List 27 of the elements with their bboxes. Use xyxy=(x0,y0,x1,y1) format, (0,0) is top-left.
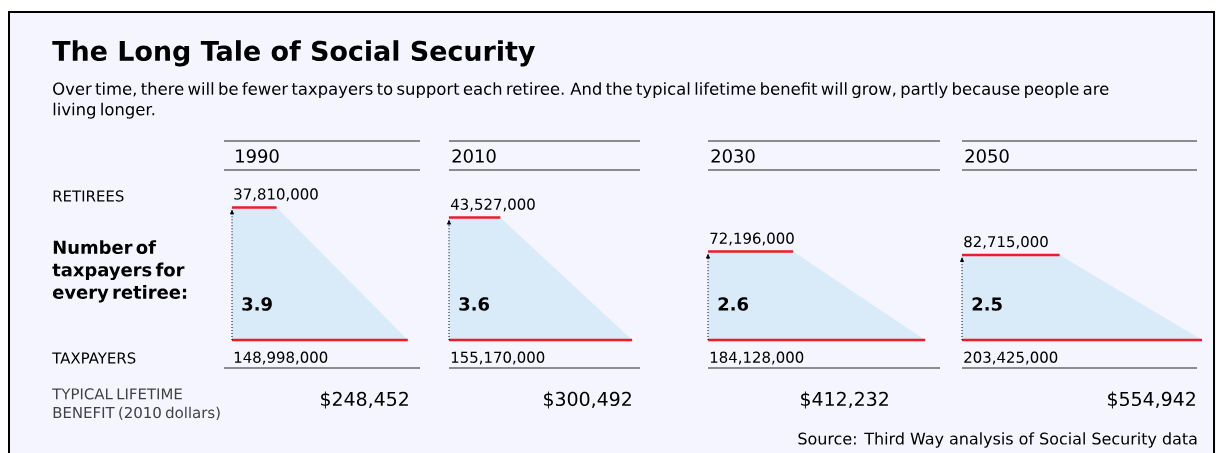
text: TAXPAYERS xyxy=(52,352,136,364)
category-label: 2010 xyxy=(452,149,496,163)
category-label: 2050 xyxy=(965,149,1009,163)
data-label: $248,452 xyxy=(321,391,408,409)
data-label: 2.6 xyxy=(718,297,749,311)
data-label: 37,810,000 xyxy=(234,188,318,202)
data-label: 43,527,000 xyxy=(450,198,535,212)
category-label: 1990 xyxy=(236,149,279,163)
text: Over time, there will be fewer taxpayers to support each retiree. And the typical lifetime benefit will grow, partly because people are living longer. xyxy=(53,82,1109,119)
text: Number of taxpayers for every retiree: xyxy=(52,240,187,303)
data-label: 155,170,000 xyxy=(451,351,545,365)
text: RETIREES xyxy=(53,190,124,202)
text: The Long Tale of Social Security xyxy=(52,40,535,67)
data-label: 3.9 xyxy=(242,297,272,311)
data-label: 184,128,000 xyxy=(710,351,804,365)
category-label: 2030 xyxy=(711,149,755,163)
text: TYPICAL LIFETIME BENEFIT (2010 dollars) xyxy=(52,388,220,420)
data-label: $554,942 xyxy=(1108,391,1195,409)
source-note: Source: Third Way analysis of Social Security data xyxy=(798,432,1197,448)
data-label: 148,998,000 xyxy=(234,351,328,365)
data-label: 3.6 xyxy=(459,297,490,311)
data-label: $300,492 xyxy=(544,391,631,409)
data-label: 203,425,000 xyxy=(964,351,1058,365)
data-label: 2.5 xyxy=(972,297,1002,311)
data-label: 72,196,000 xyxy=(710,232,794,246)
data-label: 82,715,000 xyxy=(964,235,1048,249)
data-label: $412,232 xyxy=(801,391,888,409)
